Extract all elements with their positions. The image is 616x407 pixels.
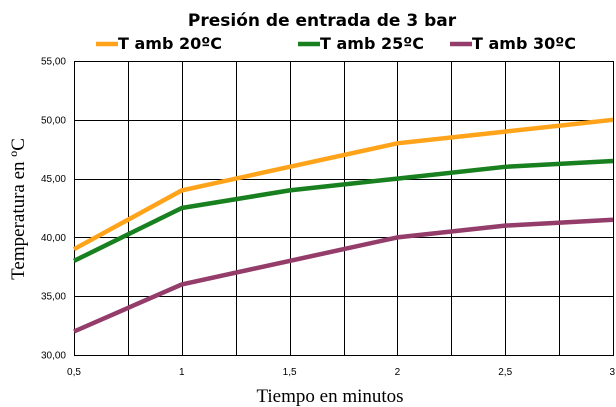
- x-tick-label: 1,5: [283, 367, 297, 378]
- legend-item: T amb 25ºC: [298, 34, 424, 53]
- legend-label: T amb 30ºC: [472, 34, 576, 53]
- y-tick-label: 55,00: [41, 57, 66, 68]
- x-tick-label: 2,5: [498, 367, 512, 378]
- y-tick-label: 30,00: [41, 351, 66, 362]
- series-line: [72, 117, 614, 252]
- legend-label: T amb 20ºC: [118, 34, 222, 53]
- y-axis-title: Temperatura en ºC: [8, 138, 29, 280]
- y-tick-label: 40,00: [41, 233, 66, 244]
- x-tick-label: 0,5: [67, 367, 81, 378]
- x-tick-label: 2: [395, 367, 401, 378]
- x-axis-title: Tiempo en minutos: [256, 386, 403, 407]
- y-tick-label: 45,00: [41, 174, 66, 185]
- series-layer: [72, 117, 614, 334]
- y-axis-ticks: 30,00 35,00 40,00 45,00 50,00 55,00: [41, 57, 66, 362]
- chart-title: Presión de entrada de 3 bar: [188, 11, 457, 31]
- legend-label: T amb 25ºC: [320, 34, 424, 53]
- y-tick-label: 50,00: [41, 115, 66, 126]
- plot-frame: [74, 61, 614, 356]
- grid: [74, 61, 614, 356]
- x-tick-label: 3: [609, 367, 615, 378]
- y-tick-label: 35,00: [41, 292, 66, 303]
- x-tick-label: 1: [179, 367, 185, 378]
- legend-item: T amb 30ºC: [450, 34, 576, 53]
- legend: T amb 20ºC T amb 25ºC T amb 30ºC: [96, 34, 576, 53]
- series-line: [73, 158, 614, 263]
- x-axis-ticks: 0,5 1 1,5 2 2,5 3: [67, 367, 615, 378]
- legend-item: T amb 20ºC: [96, 34, 222, 53]
- series-line: [73, 217, 614, 334]
